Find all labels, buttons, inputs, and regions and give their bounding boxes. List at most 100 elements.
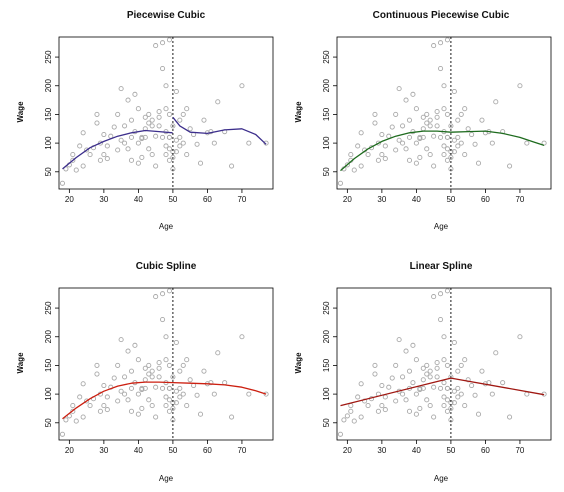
- data-point: [156, 123, 162, 129]
- x-axis-label: Age: [434, 474, 449, 483]
- data-point: [524, 391, 530, 397]
- data-point: [104, 156, 110, 162]
- data-point: [180, 391, 186, 397]
- data-point: [441, 106, 447, 112]
- data-point: [118, 337, 124, 343]
- data-point: [372, 362, 378, 368]
- x-tick-label: 40: [412, 446, 421, 455]
- data-point: [184, 357, 190, 363]
- data-point: [444, 385, 451, 391]
- y-tick-label: 50: [44, 418, 53, 427]
- data-point: [125, 397, 131, 403]
- data-point: [469, 382, 475, 389]
- data-point: [122, 140, 128, 146]
- data-point: [455, 143, 461, 149]
- x-tick-label: 30: [99, 195, 108, 204]
- data-point: [263, 391, 269, 397]
- data-point: [462, 403, 468, 409]
- y-tick-label: 200: [44, 330, 53, 344]
- data-point: [163, 357, 169, 363]
- data-point: [128, 134, 135, 140]
- data-point: [194, 392, 200, 398]
- data-point: [444, 408, 451, 414]
- data-point: [70, 408, 76, 414]
- data-point: [437, 316, 444, 323]
- data-point: [184, 106, 190, 112]
- data-point: [149, 368, 155, 374]
- fit-curve: [340, 377, 545, 407]
- data-point: [180, 111, 186, 117]
- data-point: [97, 157, 103, 163]
- data-point: [149, 374, 155, 380]
- data-point: [441, 380, 447, 386]
- y-tick-label: 250: [322, 50, 331, 64]
- data-point: [444, 362, 451, 368]
- data-point: [365, 152, 371, 158]
- data-point: [77, 143, 83, 149]
- data-point: [424, 111, 430, 117]
- data-point: [59, 180, 66, 186]
- data-point: [406, 134, 413, 140]
- data-point: [489, 391, 495, 397]
- data-point: [493, 350, 499, 356]
- data-point: [87, 403, 93, 409]
- data-point: [441, 394, 447, 400]
- data-point: [427, 117, 433, 123]
- data-point: [382, 407, 388, 413]
- data-point: [427, 374, 433, 380]
- data-point: [379, 152, 385, 158]
- data-point: [104, 143, 110, 149]
- data-point: [455, 394, 461, 400]
- data-point: [166, 385, 173, 391]
- data-point: [355, 394, 361, 400]
- data-point: [458, 362, 464, 368]
- panel-linear-spline: Linear Spline Age Wage 20 30 40 50 60 70 50 100…: [294, 261, 552, 483]
- data-point: [149, 123, 155, 129]
- data-point: [70, 403, 76, 409]
- x-tick-label: 20: [65, 446, 74, 455]
- data-point: [153, 414, 159, 420]
- x-tick-label: 60: [203, 446, 212, 455]
- data-point: [84, 398, 90, 404]
- x-tick-label: 50: [446, 195, 455, 204]
- data-point: [358, 414, 364, 420]
- data-point: [341, 417, 347, 423]
- data-point: [365, 403, 371, 409]
- data-point: [170, 374, 176, 380]
- data-point: [413, 106, 419, 112]
- data-point: [166, 146, 173, 152]
- data-point: [111, 124, 117, 130]
- x-tick-label: 20: [343, 195, 352, 204]
- data-point: [424, 120, 430, 126]
- panel-title: Cubic Spline: [136, 261, 197, 272]
- data-point: [135, 391, 141, 397]
- data-point: [437, 385, 444, 391]
- y-axis-label: Wage: [16, 352, 25, 374]
- data-point: [406, 157, 413, 163]
- data-point: [441, 152, 447, 158]
- data-point: [410, 91, 416, 97]
- data-point: [455, 134, 461, 140]
- data-point: [156, 360, 162, 366]
- data-point: [441, 143, 447, 149]
- data-point: [417, 134, 423, 140]
- data-point: [424, 371, 430, 377]
- data-point: [70, 152, 76, 158]
- data-point: [159, 65, 166, 72]
- data-point: [389, 124, 395, 130]
- data-point: [434, 374, 440, 380]
- data-point: [420, 134, 426, 140]
- data-point: [239, 334, 245, 340]
- data-point: [146, 146, 152, 152]
- data-point: [431, 163, 437, 169]
- data-point: [208, 380, 214, 386]
- data-point: [465, 126, 471, 132]
- data-point: [500, 380, 506, 386]
- data-point: [187, 377, 193, 383]
- data-point: [146, 371, 152, 377]
- data-point: [420, 114, 426, 120]
- data-point: [451, 137, 457, 143]
- data-point: [211, 140, 217, 146]
- data-point: [413, 411, 419, 417]
- data-point: [437, 65, 444, 72]
